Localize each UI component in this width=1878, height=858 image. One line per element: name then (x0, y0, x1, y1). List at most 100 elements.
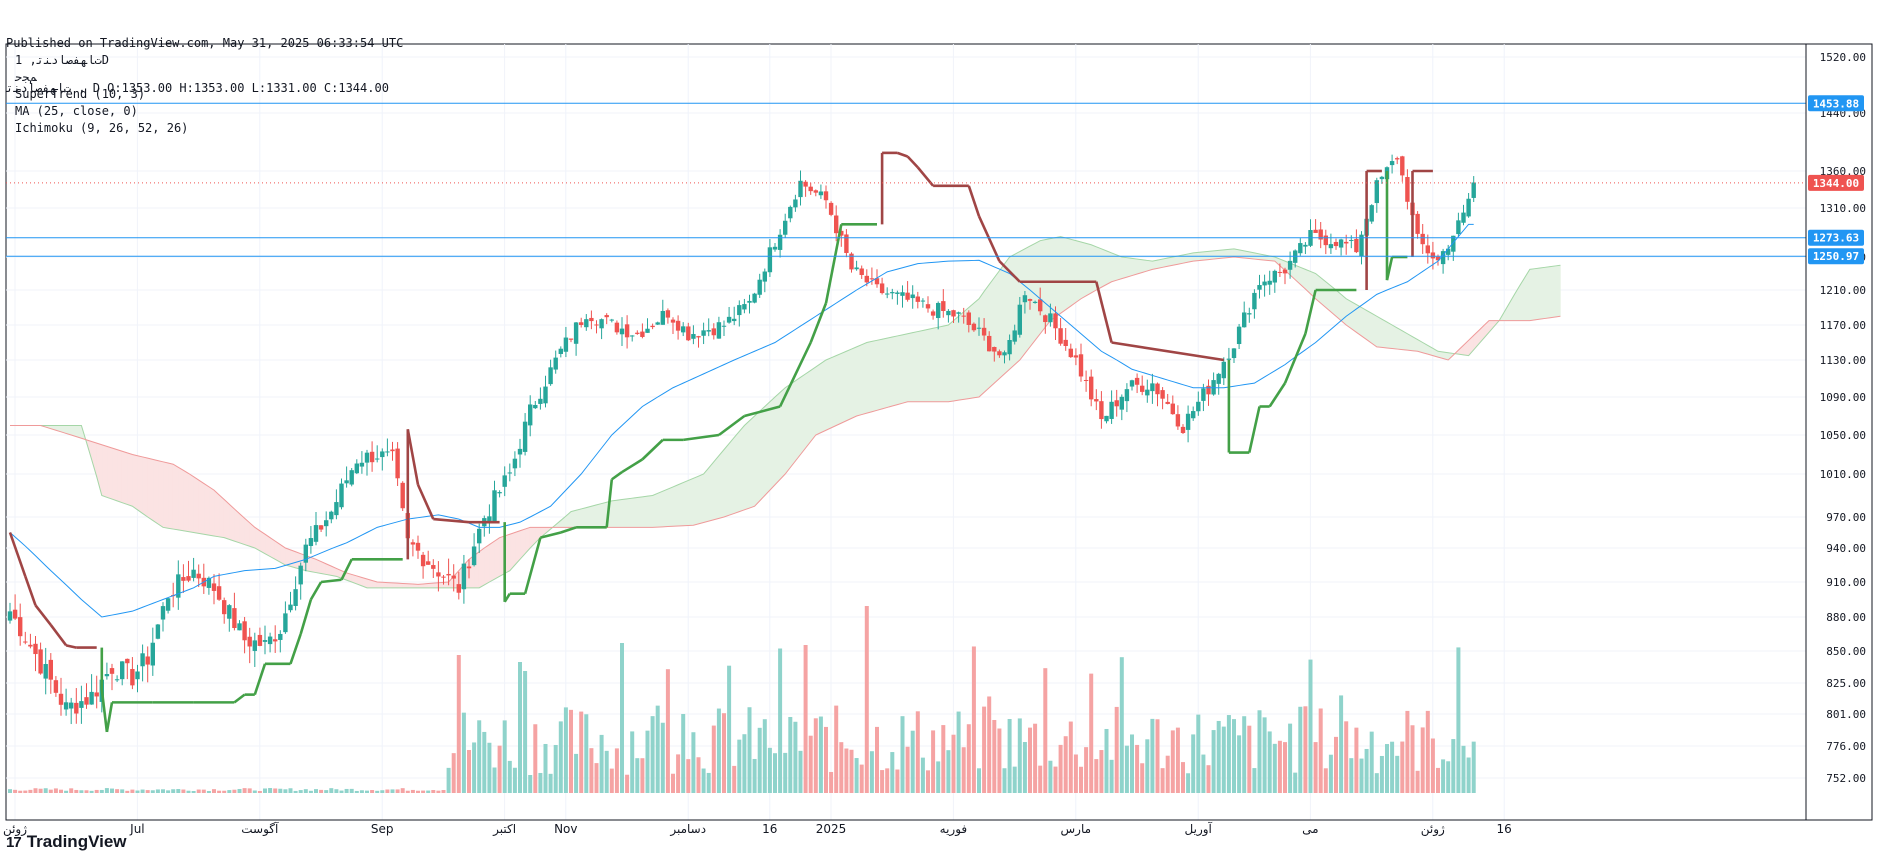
ichimoku-span-a (10, 236, 1561, 589)
volume-bar (742, 734, 747, 793)
candle-body (1099, 401, 1104, 420)
candle-body (1201, 388, 1206, 401)
candle-body (1323, 235, 1328, 246)
candle-body (181, 577, 186, 581)
volume-bar (747, 707, 752, 793)
cloud-segment (1555, 264, 1561, 318)
volume-bar (553, 744, 558, 793)
cloud-segment (1218, 249, 1225, 259)
candle-body (1430, 252, 1436, 259)
cloud-segment (167, 462, 174, 530)
volume-bar (1288, 723, 1293, 793)
candle-body (956, 312, 961, 314)
cloud-segment (723, 442, 730, 518)
candle-body (211, 583, 217, 591)
volume-bar (99, 789, 104, 793)
volume-bar (1084, 747, 1089, 793)
volume-bar (1303, 706, 1308, 793)
cloud-segment (662, 488, 669, 528)
supertrend-segment (718, 414, 746, 437)
candle-body (584, 319, 589, 328)
supertrend-segment (523, 537, 542, 595)
volume-bar (1379, 755, 1384, 793)
volume-bar (1165, 755, 1170, 793)
cloud-segment (677, 482, 684, 527)
candle-body (1053, 313, 1058, 329)
volume-bar (681, 714, 686, 793)
cloud-segment (1085, 242, 1092, 297)
volume-bar (604, 750, 609, 793)
legend-volume: ﻢﺠﺣ (14, 70, 37, 84)
volume-bar (43, 788, 48, 793)
candle-body (1456, 220, 1461, 235)
supertrend-segment (1385, 256, 1394, 281)
candle-body (624, 324, 630, 338)
x-tick-label: می (1302, 822, 1318, 836)
candle-body (1236, 326, 1242, 345)
cloud-segment (178, 466, 184, 532)
cloud-segment (1070, 238, 1077, 307)
candle-body (1318, 229, 1323, 240)
volume-bar (798, 750, 803, 793)
candle-body (1007, 339, 1012, 355)
volume-bar (1364, 748, 1369, 793)
volume-bar (1135, 744, 1140, 793)
supertrend-segment (299, 599, 313, 635)
tradingview-brand[interactable]: 17 TradingView (6, 832, 127, 852)
candle-body (1405, 177, 1410, 202)
volume-bar (941, 725, 946, 793)
cloud-segment (1544, 266, 1551, 319)
candle-body (1124, 389, 1130, 402)
volume-bar (645, 730, 650, 793)
volume-bar (1079, 766, 1083, 793)
volume-bar (609, 768, 614, 793)
candle-body (1104, 415, 1109, 422)
legend-ichimoku: Ichimoku (9, 26, 52, 26) (15, 121, 188, 135)
candle-body (992, 346, 997, 352)
volume-bar (1328, 754, 1333, 793)
candle-body (380, 451, 385, 458)
volume-bar (405, 790, 410, 793)
last-price-tag (1808, 174, 1864, 191)
candle-body (145, 656, 150, 665)
x-tick-label: 16 (762, 822, 777, 836)
candle-body (53, 680, 59, 693)
volume-bar (507, 760, 512, 793)
volume-bar (181, 789, 186, 793)
cloud-segment (203, 482, 210, 536)
volume-bar (497, 745, 502, 793)
volume-bar (1349, 758, 1354, 793)
cloud-segment (999, 262, 1005, 380)
cloud-segment (636, 496, 643, 528)
volume-bar (1216, 720, 1221, 793)
volume-bar (1022, 742, 1027, 793)
volume-bar (1247, 725, 1252, 793)
cloud-segment (239, 512, 245, 545)
volume-bar (926, 770, 930, 793)
volume-bar (375, 790, 380, 793)
volume-bar (727, 665, 732, 793)
candle-body (339, 483, 344, 508)
cloud-segment (596, 503, 602, 528)
cloud-segment (611, 499, 618, 528)
cloud-segment (927, 327, 934, 403)
supertrend-segment (65, 644, 77, 649)
candle-body (441, 576, 446, 578)
supertrend-segment (998, 260, 1021, 283)
cloud-segment (789, 380, 796, 469)
volume-bar (206, 790, 211, 793)
candle-body (242, 621, 247, 641)
cloud-segment (835, 352, 842, 426)
candle-body (94, 692, 99, 697)
volume-bar (1415, 770, 1420, 793)
volume-bar (472, 742, 477, 793)
cloud-segment (693, 475, 699, 526)
candle-body (1129, 380, 1135, 387)
volume-bar (1186, 773, 1191, 793)
volume-bar (869, 751, 874, 793)
cloud-segment (1208, 250, 1214, 260)
volume-bar (1119, 657, 1124, 793)
y-tick-label: 1360.00 (1820, 165, 1866, 178)
candle-body (196, 573, 201, 579)
